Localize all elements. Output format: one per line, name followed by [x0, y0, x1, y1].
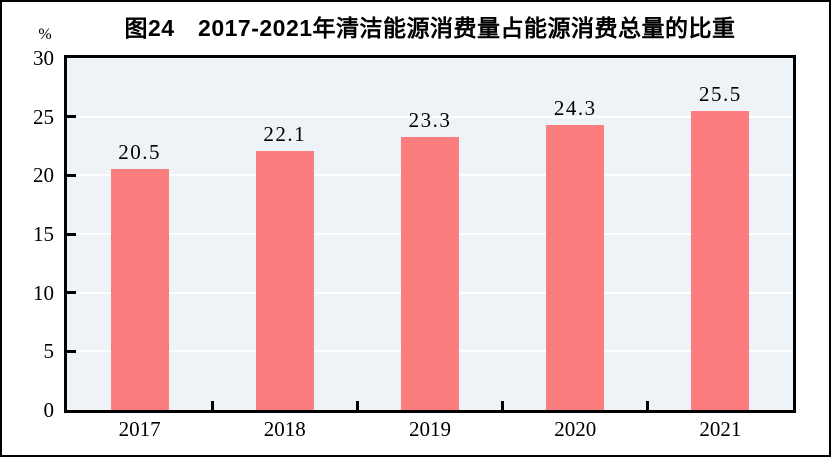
x-axis-tick-mark-1: [210, 401, 214, 410]
x-axis-tick-label-2020: 2020: [554, 417, 597, 441]
bar-2018: [255, 150, 314, 410]
x-axis-tick-label-2019: 2019: [409, 417, 451, 441]
x-axis-tick-label-2018: 2018: [263, 417, 306, 441]
plot-inner: 20.5 22.1 23.3 24.3 25.5: [67, 58, 793, 410]
y-axis-tick-mark-25: [67, 115, 76, 119]
bar-2019: [401, 136, 459, 410]
bar-value-label-2018: 22.1: [263, 121, 307, 146]
bar-value-label-2021: 25.5: [699, 81, 742, 106]
plot-area: 20.5 22.1 23.3 24.3 25.5: [64, 55, 796, 413]
y-axis-tick-mark-20: [67, 173, 76, 177]
y-axis-tick-label-30: 30: [33, 46, 54, 70]
x-axis-tick-mark-3: [501, 401, 505, 410]
y-axis-unit-label: %: [38, 26, 52, 43]
x-axis-tick-label-2021: 2021: [699, 417, 742, 441]
x-axis-tick-label-2017: 2017: [118, 417, 161, 441]
y-axis-tick-label-15: 15: [33, 222, 54, 246]
y-axis-tick-mark-10: [67, 291, 76, 295]
y-axis-tick-label-20: 20: [33, 163, 54, 188]
bar-value-label-2020: 24.3: [553, 95, 597, 120]
y-axis-tick-label-0: 0: [43, 398, 55, 422]
bar-value-label-2019: 23.3: [408, 107, 452, 132]
bar-2021: [691, 110, 750, 410]
y-axis-tick-mark-15: [67, 232, 76, 236]
bar-2017: [110, 169, 169, 410]
x-axis-tick-mark-2: [355, 401, 359, 410]
chart-title: 图24 2017-2021年清洁能源消费量占能源消费总量的比重: [124, 15, 736, 41]
x-axis-tick-mark-4: [646, 401, 650, 410]
y-axis-tick-label-25: 25: [33, 104, 54, 129]
y-axis-tick-label-10: 10: [33, 280, 54, 305]
bar-value-label-2017: 20.5: [118, 140, 161, 165]
bar-2020: [546, 124, 605, 410]
y-axis-tick-label-5: 5: [43, 339, 55, 364]
y-axis-tick-mark-5: [67, 349, 76, 353]
gridline-25: [67, 115, 793, 118]
